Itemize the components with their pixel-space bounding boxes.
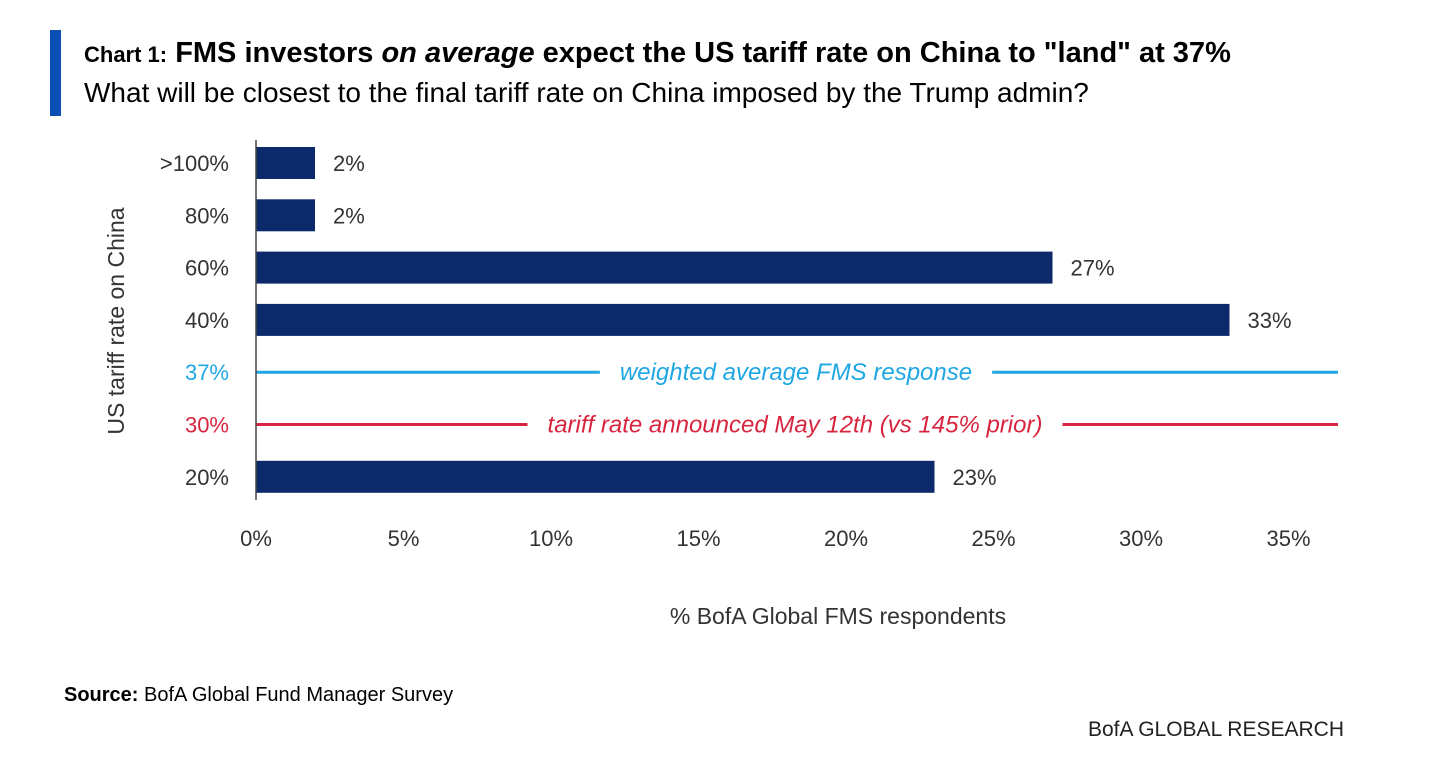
bar — [256, 147, 315, 179]
bar-value-label: 23% — [953, 465, 997, 490]
bar — [256, 303, 1230, 336]
title-part1: FMS investors — [175, 37, 382, 69]
reference-line-label: tariff rate announced May 12th (vs 145% … — [548, 412, 1043, 439]
category-label: 30% — [185, 413, 229, 438]
source-label: Source: — [64, 684, 139, 706]
bar-value-label: 2% — [333, 203, 365, 228]
bar-value-label: 33% — [1248, 308, 1292, 333]
title-part2: expect the US tariff rate on China to "l… — [534, 37, 1231, 69]
bar-chart: US tariff rate on China >100% 2% 80% 2% 60% 27… — [103, 140, 1338, 629]
x-axis-label: % BofA Global FMS respondents — [670, 603, 1006, 629]
category-label: 20% — [185, 465, 229, 490]
x-tick-label: 35% — [1266, 526, 1310, 551]
bar — [256, 460, 935, 493]
bar — [256, 251, 1053, 284]
chart-subtitle: What will be closest to the final tariff… — [84, 77, 1089, 108]
x-tick-label: 25% — [971, 526, 1015, 551]
title-accent-bar — [50, 30, 61, 116]
category-label: >100% — [160, 151, 229, 176]
x-tick-label: 5% — [388, 526, 420, 551]
source-text: BofA Global Fund Manager Survey — [138, 684, 454, 706]
x-tick-label: 15% — [676, 526, 720, 551]
bar — [256, 199, 315, 232]
category-label: 40% — [185, 308, 229, 333]
chart-title: Chart 1: FMS investors on average expect… — [84, 36, 1231, 72]
x-tick-label: 30% — [1119, 526, 1163, 551]
reference-line-label: weighted average FMS response — [620, 359, 972, 386]
title-emphasis: on average — [381, 37, 535, 69]
x-tick-label: 20% — [824, 526, 868, 551]
x-tick-label: 0% — [240, 526, 272, 551]
category-label: 37% — [185, 360, 229, 385]
x-tick-label: 10% — [529, 526, 573, 551]
category-label: 80% — [185, 203, 229, 228]
category-label: 60% — [185, 256, 229, 281]
title-prefix: Chart 1: — [84, 42, 168, 67]
bar-value-label: 2% — [333, 151, 365, 176]
title-main: FMS investors on average expect the US t… — [175, 37, 1231, 69]
source-note: Source: BofA Global Fund Manager Survey — [64, 684, 453, 707]
footer-brand: BofA GLOBAL RESEARCH — [1088, 718, 1344, 741]
y-axis-label: US tariff rate on China — [103, 207, 129, 434]
bar-value-label: 27% — [1071, 256, 1115, 281]
